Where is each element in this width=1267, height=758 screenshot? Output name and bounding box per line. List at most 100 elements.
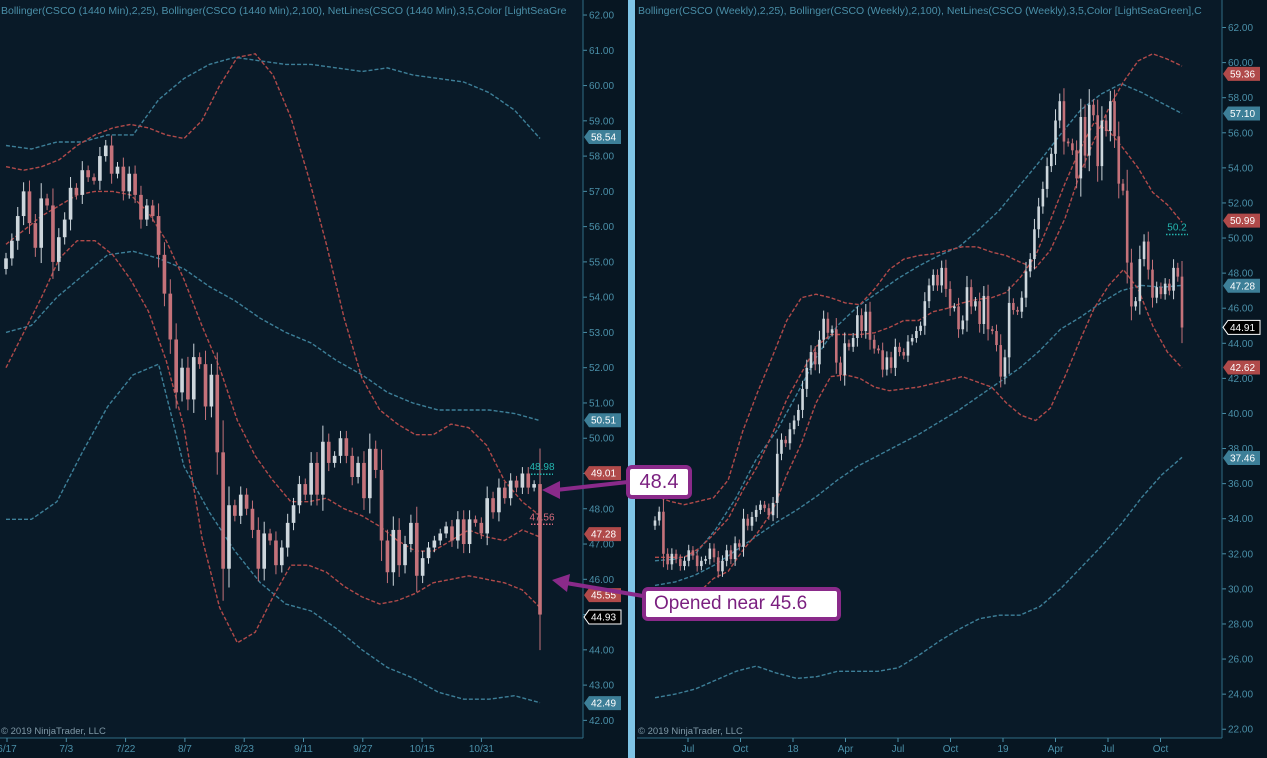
bollinger-25-upper-line xyxy=(654,53,1183,506)
candle-body xyxy=(444,526,448,534)
candle-body xyxy=(965,287,969,321)
candle-body xyxy=(1155,287,1159,298)
candle-body xyxy=(792,420,796,430)
candle-body xyxy=(250,508,255,530)
candle-body xyxy=(162,254,167,294)
candle-body xyxy=(670,553,674,565)
candle-body xyxy=(51,205,55,262)
candle-body xyxy=(910,338,914,342)
candle-body xyxy=(1071,143,1074,151)
candle-body xyxy=(704,559,707,561)
candle-body xyxy=(373,448,378,470)
candle-body xyxy=(39,198,44,248)
price-label-bg xyxy=(584,413,621,428)
bollinger-25-middle-line xyxy=(655,121,1183,558)
candle-body xyxy=(894,346,897,368)
candle-body xyxy=(215,374,220,453)
candle-body xyxy=(691,550,695,556)
candle-body xyxy=(1163,283,1167,295)
candle-body xyxy=(56,237,61,262)
candle-body xyxy=(805,367,809,389)
candle-body xyxy=(944,267,948,289)
candle-body xyxy=(532,484,536,488)
candle-body xyxy=(1121,183,1125,191)
candle-body xyxy=(961,320,965,330)
candle-body xyxy=(927,285,931,302)
y-tick-label: 26.00 xyxy=(1228,655,1253,666)
plot-area xyxy=(637,0,1222,738)
netline-label: 50.2 xyxy=(1167,223,1187,234)
candle-body xyxy=(145,205,149,220)
candle-body xyxy=(379,469,384,541)
price-label-bg xyxy=(1222,319,1261,335)
x-tick-label: Oct xyxy=(1153,744,1169,755)
x-tick-label: Apr xyxy=(838,744,854,755)
candle-body xyxy=(391,529,396,573)
x-tick-label: 9/27 xyxy=(353,744,373,755)
candle-body xyxy=(1146,241,1150,270)
candle-body xyxy=(1138,259,1142,302)
y-tick-label: 32.00 xyxy=(1228,549,1253,560)
candle-body xyxy=(1134,301,1137,307)
candle-body xyxy=(115,166,120,174)
candle-body xyxy=(978,301,981,324)
candle-body xyxy=(74,187,79,195)
candle-body xyxy=(45,198,49,206)
candle-body xyxy=(931,274,935,286)
candle-body xyxy=(1100,120,1104,167)
y-tick-label: 40.00 xyxy=(1228,409,1253,420)
arrow-head xyxy=(552,574,570,592)
candle-body xyxy=(662,511,665,554)
candle-body xyxy=(473,519,478,523)
x-tick-label: Oct xyxy=(943,744,959,755)
candle-body xyxy=(268,533,272,541)
candle-body xyxy=(856,315,859,339)
candle-body xyxy=(526,473,531,488)
candle-body xyxy=(502,487,507,499)
price-label-bg xyxy=(584,527,621,542)
candle-body xyxy=(127,173,132,192)
candle-body xyxy=(432,540,437,548)
candle-body xyxy=(666,553,669,565)
candle-body xyxy=(826,318,830,333)
candle-body xyxy=(1075,150,1078,179)
candle-body xyxy=(461,519,466,545)
candle-body xyxy=(1092,104,1095,116)
y-tick-label: 28.00 xyxy=(1228,619,1253,630)
bollinger-100-lower-line xyxy=(6,363,541,704)
candle-body xyxy=(68,187,73,220)
candle-body xyxy=(191,357,196,400)
candle-body xyxy=(839,362,842,375)
candle-body xyxy=(262,533,267,569)
y-tick-label: 43.00 xyxy=(589,681,614,692)
candle-body xyxy=(678,559,682,567)
candle-body xyxy=(209,374,214,407)
candle-body xyxy=(297,484,302,506)
y-tick-label: 30.00 xyxy=(1228,584,1253,595)
y-tick-label: 61.00 xyxy=(589,46,614,57)
candle-body xyxy=(687,550,691,561)
candle-body xyxy=(809,352,813,368)
weekly-chart-panel: 22.00 24.00 26.00 28.00 30.00 32.00 34.00 36.00… xyxy=(637,0,1261,755)
y-tick-label: 59.00 xyxy=(589,116,614,127)
x-tick-label: Jul xyxy=(892,744,905,755)
candle-body xyxy=(456,519,460,541)
candle-body xyxy=(767,508,771,516)
price-label: 49.01 xyxy=(591,469,616,480)
candle-body xyxy=(864,311,868,332)
candle-body xyxy=(674,553,678,560)
candle-body xyxy=(1113,101,1116,137)
candle-body xyxy=(775,453,779,503)
netline-label: 47.56 xyxy=(529,512,554,523)
arrow-shaft xyxy=(555,480,629,492)
candle-body xyxy=(1016,309,1019,312)
price-label: 45.55 xyxy=(591,591,616,602)
candle-body xyxy=(750,516,754,526)
candle-body xyxy=(1049,153,1053,167)
panel-divider[interactable] xyxy=(628,0,635,758)
candle-body xyxy=(948,288,952,309)
candle-body xyxy=(1024,271,1028,298)
candle-body xyxy=(974,301,977,307)
candle-body xyxy=(80,170,85,195)
